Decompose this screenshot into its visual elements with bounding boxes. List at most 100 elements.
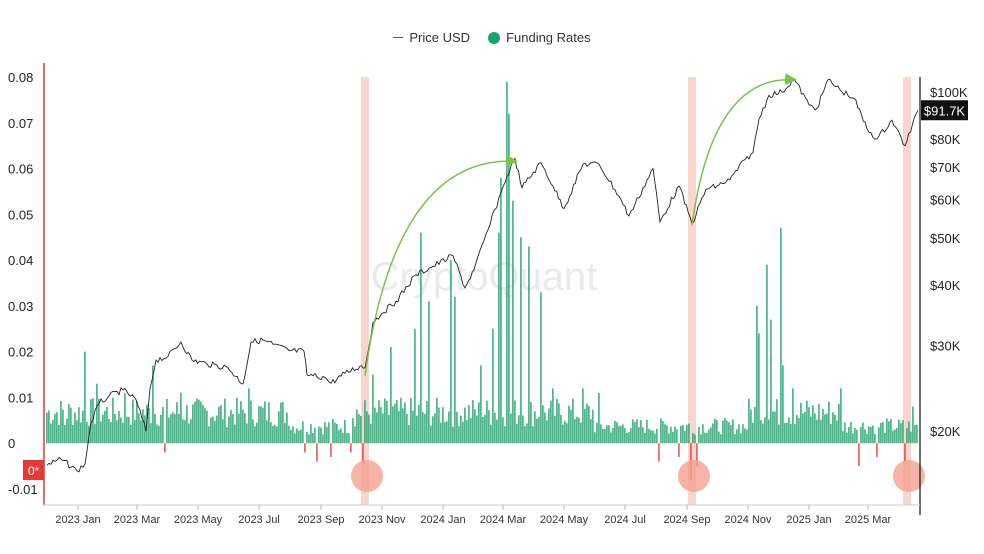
- funding-bar: [520, 237, 522, 444]
- funding-bar: [614, 420, 616, 444]
- funding-bar: [158, 425, 160, 444]
- funding-bar: [348, 433, 350, 444]
- funding-bar: [398, 410, 400, 444]
- funding-bar: [662, 421, 664, 444]
- funding-bar: [868, 426, 870, 444]
- funding-bar: [770, 319, 772, 444]
- legend-price[interactable]: Price USD: [393, 30, 470, 45]
- x-tick-label: 2023 Nov: [358, 514, 406, 526]
- funding-bar: [130, 424, 132, 444]
- funding-bar: [652, 430, 654, 444]
- funding-bar: [456, 411, 458, 444]
- funding-bar: [618, 425, 620, 444]
- funding-bar: [278, 411, 280, 444]
- funding-bar: [518, 415, 520, 444]
- funding-bar: [132, 399, 134, 444]
- funding-bar: [768, 419, 770, 444]
- x-tick-label: 2024 Nov: [724, 514, 772, 526]
- funding-bar: [552, 388, 554, 444]
- funding-bar: [834, 414, 836, 444]
- funding-bar: [224, 398, 226, 444]
- funding-bar: [742, 424, 744, 444]
- funding-bar: [642, 427, 644, 444]
- funding-bar: [358, 414, 360, 444]
- funding-bar: [884, 433, 886, 444]
- highlight-band: [688, 77, 696, 505]
- funding-bar: [290, 429, 292, 444]
- funding-bar: [750, 409, 752, 444]
- funding-bar: [556, 399, 558, 444]
- x-tick-label: 2024 Jan: [420, 514, 465, 526]
- funding-bar: [694, 434, 696, 444]
- funding-bar: [558, 403, 560, 444]
- funding-bar: [402, 408, 404, 444]
- funding-bar: [898, 419, 900, 444]
- funding-bar: [804, 411, 806, 444]
- funding-bar: [444, 422, 446, 444]
- x-tick-label: 2025 Jan: [786, 514, 831, 526]
- funding-bar: [176, 402, 178, 444]
- funding-bar: [570, 409, 572, 444]
- funding-bar: [588, 406, 590, 444]
- funding-bar: [716, 420, 718, 444]
- funding-bar: [608, 425, 610, 444]
- funding-bar: [908, 421, 910, 444]
- funding-bar: [714, 418, 716, 444]
- funding-bar: [194, 401, 196, 444]
- funding-bar: [832, 412, 834, 444]
- funding-bar: [914, 425, 916, 444]
- funding-bar: [852, 433, 854, 444]
- funding-bar: [84, 351, 86, 444]
- funding-bar: [438, 407, 440, 444]
- funding-bar: [580, 422, 582, 444]
- left-tick-label: 0.05: [8, 207, 33, 222]
- funding-bar: [80, 422, 82, 444]
- funding-bar: [718, 431, 720, 444]
- legend-funding-label: Funding Rates: [506, 30, 591, 45]
- funding-bar: [76, 420, 78, 444]
- funding-bar: [108, 418, 110, 444]
- funding-bar: [302, 421, 304, 444]
- funding-bar: [498, 232, 500, 444]
- zero-marker-label: 0*: [28, 464, 40, 478]
- watermark: CryptoQuant: [371, 255, 598, 299]
- axes: 0.08 0.07 0.06 0.05 0.04 0.03 0.02 0.01 0 -0.01 0*…: [8, 63, 968, 526]
- funding-bar: [292, 426, 294, 444]
- funding-bar: [664, 424, 666, 444]
- funding-bar: [806, 400, 808, 444]
- funding-bar: [880, 422, 882, 444]
- funding-bar: [204, 408, 206, 444]
- right-tick-label: $40K: [930, 278, 961, 293]
- price-line-swatch: [393, 37, 404, 38]
- funding-bar: [836, 420, 838, 444]
- funding-bar: [860, 427, 862, 444]
- funding-bar: [550, 400, 552, 444]
- funding-bar: [802, 413, 804, 444]
- funding-bar: [634, 422, 636, 444]
- funding-bar: [794, 424, 796, 444]
- funding-bar: [352, 418, 354, 444]
- funding-bar: [188, 423, 190, 444]
- funding-bar: [822, 408, 824, 444]
- left-tick-label: 0.03: [8, 299, 33, 314]
- current-price-tag: [921, 100, 968, 121]
- funding-bar: [658, 443, 660, 462]
- funding-bar: [816, 419, 818, 444]
- funding-bar: [170, 414, 172, 444]
- funding-bar: [660, 418, 662, 444]
- funding-bar: [744, 428, 746, 444]
- funding-bar: [178, 413, 180, 444]
- funding-bar: [86, 421, 88, 444]
- funding-bar: [106, 407, 108, 444]
- funding-bar: [424, 413, 426, 444]
- legend-funding[interactable]: Funding Rates: [488, 30, 591, 45]
- funding-bar: [474, 409, 476, 444]
- funding-bar: [244, 413, 246, 444]
- funding-bar: [422, 412, 424, 444]
- funding-bar: [824, 414, 826, 444]
- funding-bar: [156, 424, 158, 444]
- funding-bar: [494, 412, 496, 444]
- funding-bar: [890, 419, 892, 444]
- funding-bar: [186, 405, 188, 444]
- funding-bar: [600, 424, 602, 444]
